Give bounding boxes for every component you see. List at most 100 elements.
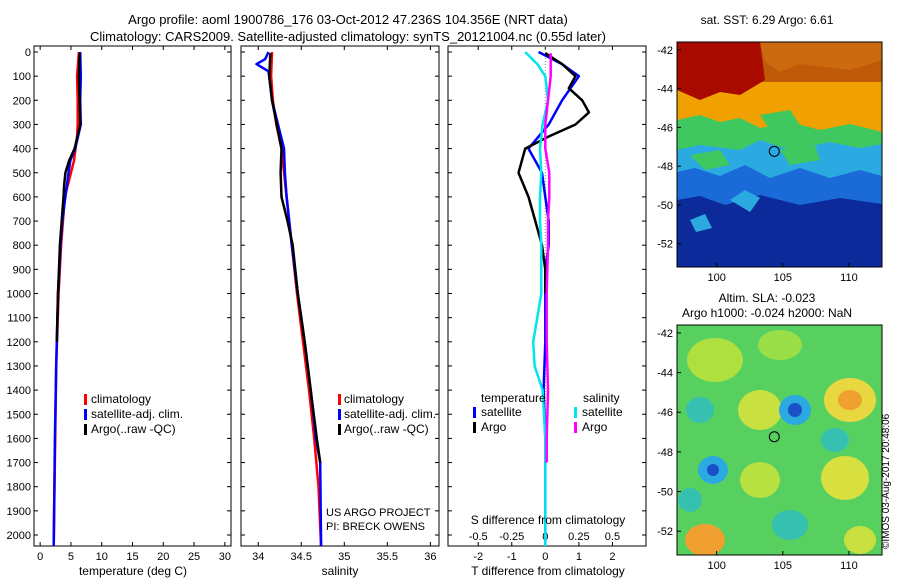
depth-tick-label: 300 [13, 119, 31, 131]
temperature-xtick-label: 15 [126, 551, 138, 563]
legend-argo: Argo(..raw -QC) [91, 422, 176, 436]
s-difference-tick-label: 0.25 [568, 531, 589, 543]
temperature-xtick-label: 5 [68, 551, 74, 563]
difference-legend: temperature satellite Argo salinity sate… [473, 391, 623, 434]
sla-lat-label: -46 [657, 407, 673, 419]
salinity-series-satellite-adj-clim [255, 51, 323, 546]
s-difference-tick-label: -0.25 [499, 531, 524, 543]
temperature-series-argo-raw-qc [55, 53, 82, 342]
temperature-xtick-label: 20 [157, 551, 169, 563]
sla-lon-label: 110 [840, 560, 858, 572]
temperature-xtick-label: 30 [219, 551, 231, 563]
sst-map-title: sat. SST: 6.29 Argo: 6.61 [701, 13, 834, 27]
sst-lat-label: -46 [657, 122, 673, 134]
figure-subtitle: Climatology: CARS2009. Satellite-adjuste… [90, 29, 606, 44]
legend-temp-satellite: satellite [481, 405, 522, 419]
temperature-plot-frame [33, 45, 232, 547]
salinity-xtick-label: 34.5 [291, 551, 312, 563]
salinity-xtick-label: 35.5 [377, 551, 398, 563]
legend-swatch-climatology [338, 394, 341, 405]
legend-climatology: climatology [344, 392, 404, 406]
sla-lat-label: -48 [657, 447, 673, 459]
legend-swatch-sal-argo [574, 422, 577, 433]
sst-lat-label: -50 [657, 200, 673, 212]
legend-swatch-satellite-clim [84, 409, 87, 420]
temperature-series [52, 51, 83, 546]
s-difference-tick-label: -0.5 [469, 531, 488, 543]
legend-climatology: climatology [91, 392, 151, 406]
sst-map-frame [676, 41, 883, 268]
legend-swatch-temp-argo [473, 422, 476, 433]
difference-xtick-label: 1 [576, 551, 582, 563]
figure-title: Argo profile: aoml 1900786_176 03-Oct-20… [128, 12, 568, 27]
sla-map-axes: 100 105 110 -42 -44 -46 -48 -50 -52 [657, 328, 858, 572]
argo-location-marker-sla [768, 431, 780, 443]
salinity-plot-frame [240, 45, 440, 547]
sla-lat-label: -52 [657, 526, 673, 538]
legend-swatch-argo [338, 424, 341, 435]
difference-plot-frame [447, 45, 647, 547]
sst-lon-label: 110 [840, 272, 858, 284]
sla-lat-label: -44 [657, 368, 673, 380]
depth-tick-label: 1100 [7, 313, 31, 325]
legend-salinity-title: salinity [583, 391, 620, 405]
depth-tick-label: 1400 [7, 385, 31, 397]
sla-map-image [677, 325, 882, 555]
sst-lat-label: -44 [657, 84, 673, 96]
salinity-legend: climatology satellite-adj. clim. Argo(..… [338, 392, 436, 436]
sst-lat-label: -42 [657, 45, 673, 57]
sla-lon-label: 100 [707, 560, 725, 572]
sst-map-image [677, 42, 882, 267]
salinity-xtick-label: 36 [424, 551, 436, 563]
sst-lat-label: -52 [657, 239, 673, 251]
sst-lon-label: 100 [707, 272, 725, 284]
legend-temp-argo: Argo [481, 420, 507, 434]
legend-swatch-satellite-clim [338, 409, 341, 420]
depth-tick-label: 900 [13, 264, 31, 276]
temperature-xtick-label: 25 [188, 551, 200, 563]
salinity-xlabel: salinity [322, 564, 359, 578]
depth-tick-label: 600 [13, 192, 31, 204]
depth-tick-label: 1300 [7, 361, 31, 373]
depth-tick-label: 500 [13, 168, 31, 180]
s-difference-xlabel: S difference from climatology [471, 513, 626, 527]
sla-map-frame [676, 324, 883, 556]
difference-xtick-label: -2 [473, 551, 483, 563]
argo-location-marker-sst [768, 145, 780, 157]
difference-xtick-label: -1 [507, 551, 517, 563]
temperature-axes: 0100200300400500600700800900100011001200… [7, 46, 231, 563]
depth-tick-label: 700 [13, 216, 31, 228]
legend-sal-argo: Argo [582, 420, 608, 434]
depth-tick-label: 800 [13, 240, 31, 252]
legend-swatch-temp-satellite [473, 407, 476, 418]
imos-stamp: ©IMOS 03-Aug-2017 20:48:06 [881, 413, 892, 549]
depth-tick-label: 1500 [7, 409, 31, 421]
depth-tick-label: 200 [13, 95, 31, 107]
temperature-xlabel: temperature (deg C) [79, 564, 187, 578]
legend-temperature-title: temperature [481, 391, 546, 405]
depth-tick-label: 2000 [7, 530, 31, 542]
depth-tick-label: 0 [25, 47, 31, 59]
legend-sal-satellite: satellite [582, 405, 623, 419]
sst-map-axes: 100 105 110 -42 -44 -46 -48 -50 -52 [657, 45, 858, 284]
temperature-xtick-label: 10 [96, 551, 108, 563]
legend-swatch-climatology [84, 394, 87, 405]
difference-series-salinity-argo [544, 53, 552, 463]
difference-xtick-label: 0 [542, 551, 548, 563]
sst-lat-label: -48 [657, 161, 673, 173]
sla-map-subtitle: Argo h1000: -0.024 h2000: NaN [682, 306, 852, 320]
temperature-xtick-label: 0 [37, 551, 43, 563]
legend-satellite-clim: satellite-adj. clim. [91, 407, 183, 421]
depth-tick-label: 1000 [7, 289, 31, 301]
depth-tick-label: 1600 [7, 433, 31, 445]
difference-xtick-label: 2 [609, 551, 615, 563]
depth-tick-label: 100 [13, 71, 31, 83]
project-credit: US ARGO PROJECT [326, 507, 431, 519]
depth-tick-label: 1900 [7, 506, 31, 518]
salinity-xtick-label: 35 [338, 551, 350, 563]
salinity-xtick-label: 34 [252, 551, 264, 563]
pi-credit: PI: BRECK OWENS [326, 521, 425, 533]
depth-tick-label: 1800 [7, 482, 31, 494]
sst-lon-label: 105 [774, 272, 792, 284]
